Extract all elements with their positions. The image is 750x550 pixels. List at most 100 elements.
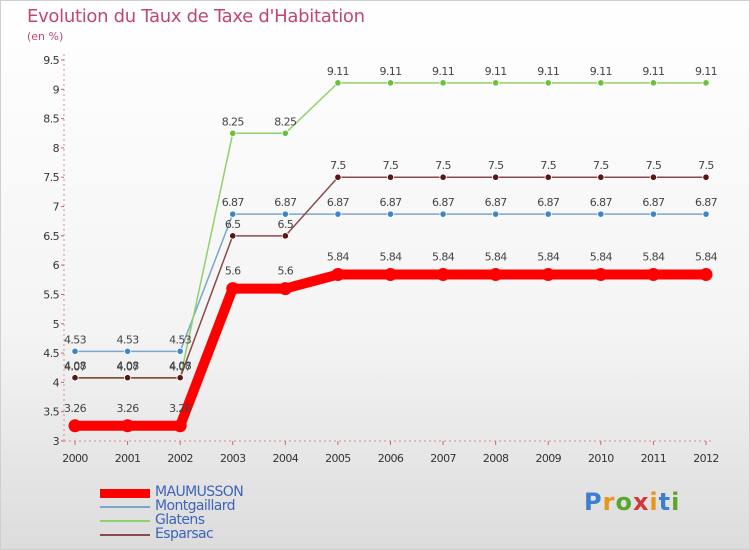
- data-label: 4.53: [169, 333, 192, 346]
- x-tick-label: 2008: [483, 452, 509, 465]
- data-label: 5.84: [695, 251, 718, 264]
- data-point: [492, 210, 500, 218]
- data-label: 4.07: [117, 360, 140, 373]
- data-point: [386, 79, 395, 87]
- data-point: [436, 268, 450, 282]
- data-point: [597, 79, 605, 87]
- data-label: 5.84: [327, 251, 350, 264]
- data-label: 6.87: [222, 196, 245, 209]
- y-tick-label: 5: [53, 318, 60, 331]
- data-label: 7.5: [435, 159, 451, 172]
- x-tick-label: 2012: [693, 452, 719, 465]
- y-tick-label: 6: [53, 259, 60, 272]
- series-layer: [68, 79, 713, 433]
- data-label: 4.07: [169, 360, 192, 373]
- data-point: [489, 268, 503, 282]
- series-line: [74, 213, 707, 353]
- data-label: 7.5: [488, 159, 504, 172]
- data-point: [68, 419, 82, 433]
- data-label: 5.84: [590, 251, 613, 264]
- y-tick-label: 3.5: [43, 406, 59, 419]
- data-label: 6.87: [590, 196, 613, 209]
- series-glatens: [71, 79, 710, 382]
- data-point: [702, 173, 710, 181]
- data-point: [646, 268, 660, 282]
- data-point: [176, 347, 184, 355]
- data-point: [649, 173, 658, 181]
- data-point: [173, 419, 187, 433]
- data-label: 6.5: [277, 218, 293, 231]
- x-tick-label: 2003: [220, 452, 246, 465]
- data-label: 4.08: [64, 360, 87, 373]
- data-label: 5.6: [277, 265, 293, 278]
- data-point: [229, 210, 237, 218]
- data-point: [71, 374, 79, 382]
- data-label: 8.25: [274, 115, 297, 128]
- data-point: [702, 79, 710, 87]
- y-tick-label: 4.5: [43, 347, 59, 360]
- data-point: [331, 268, 345, 282]
- legend-label: Montgaillard: [155, 498, 236, 514]
- data-point: [123, 374, 132, 382]
- data-point: [176, 374, 184, 382]
- y-tick-label: 8.5: [43, 113, 59, 126]
- logo-letter: x: [632, 488, 650, 516]
- data-point: [439, 210, 447, 218]
- data-label: 6.87: [485, 196, 508, 209]
- y-tick-label: 8: [53, 142, 60, 155]
- data-label: 5.84: [432, 251, 455, 264]
- data-point: [281, 232, 289, 240]
- x-tick-label: 2006: [378, 452, 404, 465]
- y-tick-label: 9.5: [43, 54, 59, 67]
- data-label: 9.11: [642, 65, 664, 78]
- data-label: 5.6: [225, 265, 241, 278]
- data-point: [439, 173, 447, 181]
- x-tick-label: 2005: [325, 452, 351, 465]
- data-label: 5.84: [379, 251, 402, 264]
- data-point: [281, 210, 289, 218]
- data-point: [597, 173, 605, 181]
- data-point: [544, 173, 552, 181]
- logo-letter: r: [602, 488, 616, 516]
- logo-letter: t: [658, 488, 672, 516]
- legend-label: Glatens: [155, 512, 205, 528]
- data-label: 6.87: [379, 196, 402, 209]
- data-label: 8.25: [222, 115, 245, 128]
- legend-item-maumusson: MAUMUSSON: [100, 484, 340, 500]
- data-label: 3.26: [64, 402, 87, 415]
- legend-swatch: [100, 534, 150, 536]
- x-tick-label: 2001: [115, 452, 141, 465]
- legend-swatch: [100, 488, 150, 498]
- data-label: 6.87: [537, 196, 560, 209]
- data-point: [71, 347, 79, 355]
- data-label: 6.87: [642, 196, 665, 209]
- data-label: 6.5: [225, 218, 241, 231]
- legend-item-montgaillard: Montgaillard: [100, 498, 340, 514]
- data-point: [649, 79, 658, 87]
- y-tick-label: 7: [53, 201, 60, 214]
- data-label: 4.53: [117, 333, 140, 346]
- data-point: [278, 282, 292, 296]
- data-point: [334, 210, 342, 218]
- data-label: 9.11: [485, 65, 507, 78]
- chart-title: Evolution du Taux de Taxe d'Habitation: [27, 6, 365, 27]
- x-tick-label: 2011: [641, 452, 667, 465]
- data-point: [699, 268, 713, 282]
- data-label: 7.5: [698, 159, 714, 172]
- series-esparsac: [71, 173, 710, 382]
- series-maumusson: [68, 268, 713, 433]
- y-tick-label: 3: [53, 435, 60, 448]
- data-point: [439, 79, 447, 87]
- series-montgaillard: [71, 210, 710, 355]
- legend-swatch: [100, 506, 150, 508]
- data-point: [121, 419, 135, 433]
- data-label: 5.84: [537, 251, 560, 264]
- legend-label: Esparsac: [155, 526, 214, 542]
- axes: 3 3.5 4 4.5 5 5.5 6 6.5 7 7.5 8 8.5 9 9.5 2000 2001 2002…: [43, 54, 719, 465]
- data-label: 4.53: [64, 333, 87, 346]
- legend-swatch: [100, 520, 150, 522]
- data-point: [492, 79, 500, 87]
- data-label: 3.26: [169, 402, 192, 415]
- x-tick-label: 2004: [273, 452, 299, 465]
- legend-label: MAUMUSSON: [155, 484, 244, 500]
